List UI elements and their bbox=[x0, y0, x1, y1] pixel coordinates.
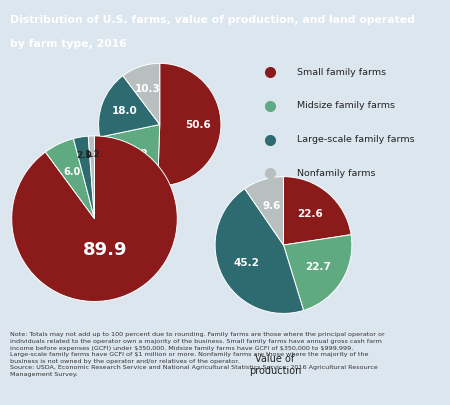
Wedge shape bbox=[245, 177, 284, 245]
Text: 6.0: 6.0 bbox=[64, 167, 81, 177]
Text: Midsize family farms: Midsize family farms bbox=[297, 101, 395, 111]
Text: 89.9: 89.9 bbox=[83, 241, 127, 259]
Text: by farm type, 2016: by farm type, 2016 bbox=[10, 38, 127, 49]
Text: 2.9: 2.9 bbox=[76, 151, 92, 160]
Text: 9.6: 9.6 bbox=[262, 201, 280, 211]
Text: 50.6: 50.6 bbox=[185, 120, 211, 130]
Wedge shape bbox=[158, 63, 221, 186]
Wedge shape bbox=[123, 63, 160, 125]
Wedge shape bbox=[73, 136, 94, 219]
Wedge shape bbox=[100, 125, 160, 186]
Text: 18.0: 18.0 bbox=[111, 106, 137, 116]
Text: Small family farms: Small family farms bbox=[297, 68, 386, 77]
Wedge shape bbox=[45, 139, 94, 219]
Text: Nonfamily farms: Nonfamily farms bbox=[297, 169, 375, 178]
Wedge shape bbox=[12, 136, 177, 301]
Text: Large-scale family farms: Large-scale family farms bbox=[297, 135, 414, 144]
Wedge shape bbox=[215, 189, 304, 313]
Text: 1.2: 1.2 bbox=[84, 150, 100, 159]
Text: Note: Totals may not add up to 100 percent due to rounding. Family farms are tho: Note: Totals may not add up to 100 perce… bbox=[10, 333, 385, 377]
Text: 21.2: 21.2 bbox=[122, 149, 148, 159]
Text: 10.3: 10.3 bbox=[135, 83, 161, 94]
Text: 22.7: 22.7 bbox=[306, 262, 331, 272]
Wedge shape bbox=[88, 136, 94, 219]
Wedge shape bbox=[284, 234, 352, 310]
Text: 22.6: 22.6 bbox=[297, 209, 323, 219]
Text: Value of
production: Value of production bbox=[249, 354, 301, 376]
Wedge shape bbox=[284, 177, 351, 245]
Text: 45.2: 45.2 bbox=[234, 258, 260, 268]
Text: Distribution of U.S. farms, value of production, and land operated: Distribution of U.S. farms, value of pro… bbox=[10, 15, 415, 25]
Wedge shape bbox=[99, 76, 160, 137]
